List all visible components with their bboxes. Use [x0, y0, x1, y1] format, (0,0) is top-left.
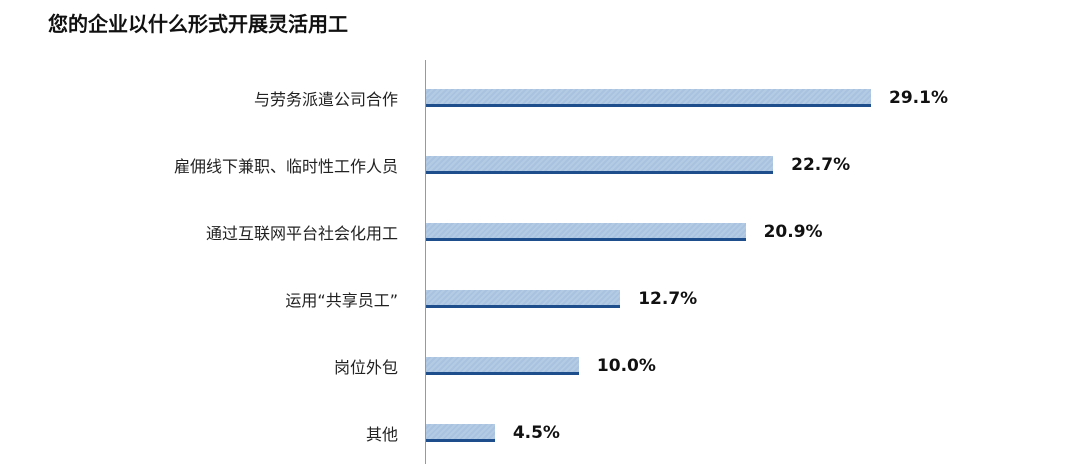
bar: [426, 156, 774, 174]
category-label: 其他: [365, 425, 398, 444]
data-label: 20.9%: [763, 222, 823, 242]
category-label: 雇佣线下兼职、临时性工作人员: [173, 157, 398, 176]
data-label: 22.7%: [791, 155, 851, 175]
data-label: 4.5%: [512, 423, 560, 443]
category-label: 与劳务派遣公司合作: [253, 90, 398, 109]
data-label: 10.0%: [596, 356, 656, 376]
data-label: 12.7%: [638, 289, 698, 309]
y-axis-line: [425, 60, 426, 464]
bar: [426, 357, 579, 375]
data-label: 29.1%: [889, 88, 948, 108]
bar: [426, 89, 871, 107]
bar: [426, 290, 621, 308]
bar: [426, 223, 746, 241]
category-label: 岗位外包: [333, 358, 398, 377]
bar: [426, 424, 495, 442]
category-label: 通过互联网平台社会化用工: [205, 224, 398, 243]
category-label: 运用“共享员工”: [285, 291, 398, 310]
chart-title: 您的企业以什么形式开展灵活用工: [48, 12, 348, 36]
